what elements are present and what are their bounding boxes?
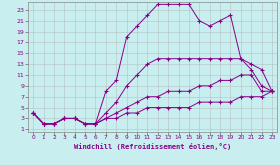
X-axis label: Windchill (Refroidissement éolien,°C): Windchill (Refroidissement éolien,°C) (74, 143, 231, 149)
